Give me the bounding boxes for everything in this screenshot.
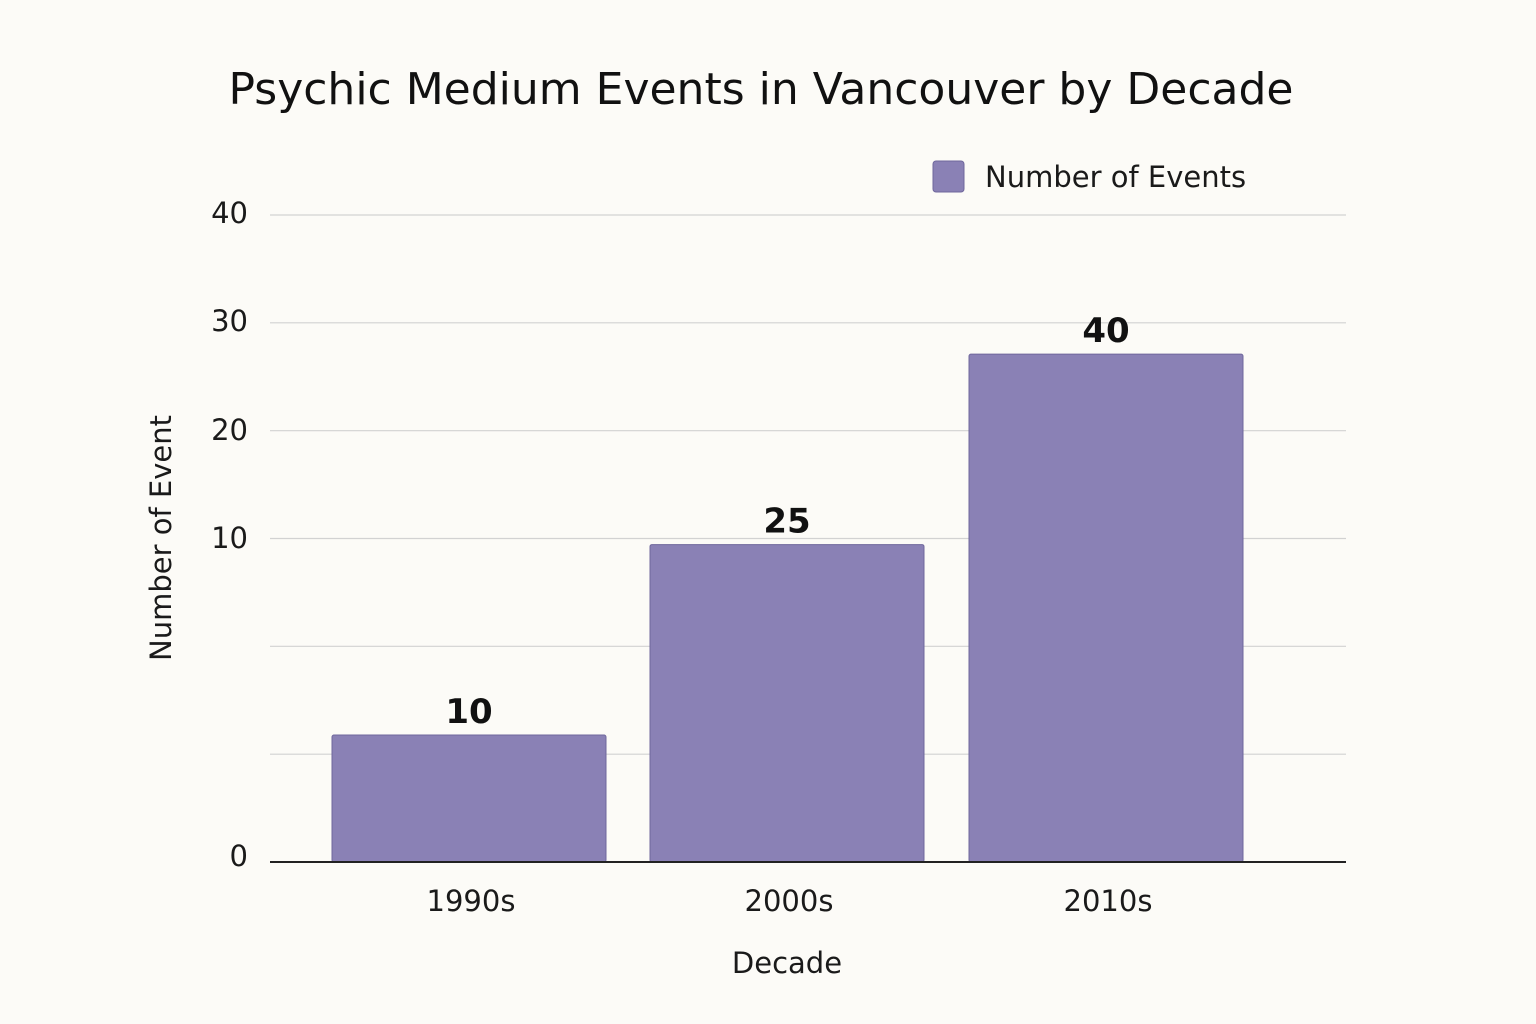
data-label: 25 <box>763 502 810 542</box>
bar-2010s <box>968 353 1244 863</box>
legend-label: Number of Events <box>985 160 1246 194</box>
x-tick-label: 2010s <box>1064 884 1153 918</box>
y-tick-label: 40 <box>211 196 248 230</box>
bar-2000s <box>649 544 925 863</box>
x-tick-label: 1990s <box>427 884 516 918</box>
x-axis-ticks: 1990s 2000s 2010s <box>427 884 1153 918</box>
y-tick-label: 10 <box>211 521 248 555</box>
y-tick-label: 0 <box>230 839 248 873</box>
data-label: 40 <box>1082 311 1129 351</box>
y-axis-ticks: 0 10 20 30 40 <box>211 196 248 873</box>
y-tick-label: 30 <box>211 304 248 338</box>
legend[interactable]: Number of Events <box>932 160 1246 194</box>
chart-title: Psychic Medium Events in Vancouver by De… <box>229 64 1294 115</box>
bar-1990s <box>331 734 607 863</box>
data-labels: 10 25 40 <box>445 311 1129 732</box>
legend-swatch <box>932 160 965 193</box>
data-label: 10 <box>445 692 492 732</box>
y-tick-label: 20 <box>211 413 248 447</box>
y-axis-title: Number of Event <box>144 415 178 661</box>
x-tick-label: 2000s <box>745 884 834 918</box>
x-axis-title: Decade <box>732 946 842 980</box>
bars <box>331 353 1244 863</box>
